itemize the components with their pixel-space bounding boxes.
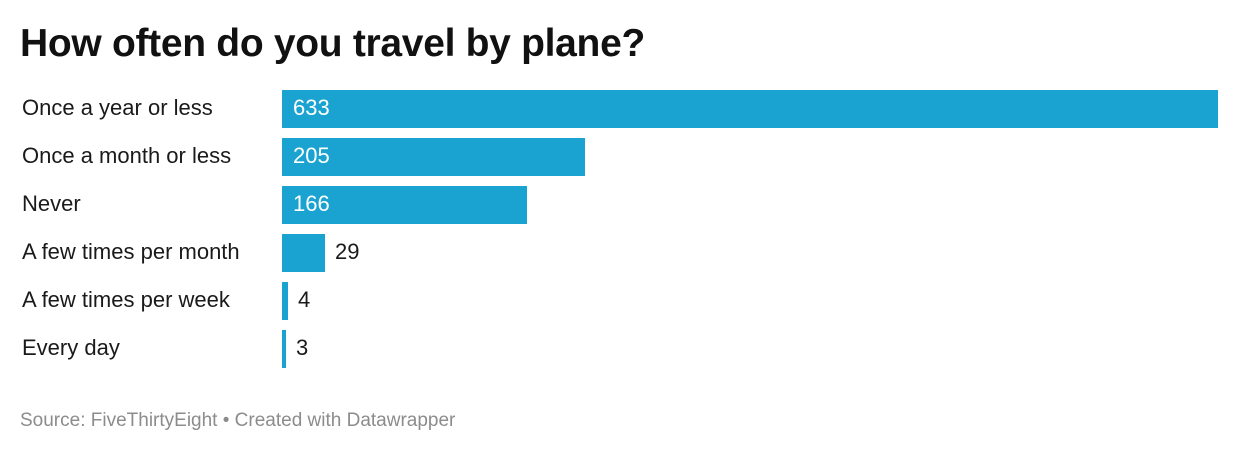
value-label-a-few-times-per-month: 29 — [335, 239, 360, 264]
category-label-never: Never — [22, 191, 81, 216]
chart-source-footer: Source: FiveThirtyEight • Created with D… — [20, 410, 456, 431]
category-label-a-few-times-per-week: A few times per week — [22, 287, 230, 312]
bar-row-a-few-times-per-week: A few times per week 4 — [0, 280, 1240, 320]
bar-once-a-month-or-less — [282, 138, 585, 176]
bar-a-few-times-per-month — [282, 234, 325, 272]
bar-every-day — [282, 330, 286, 368]
category-label-every-day: Every day — [22, 335, 120, 360]
bar-chart: Once a year or less 633 Once a month or le… — [0, 88, 1240, 378]
bar-once-a-year-or-less — [282, 90, 1218, 128]
bar-a-few-times-per-week — [282, 282, 288, 320]
bar-row-once-a-year-or-less: Once a year or less 633 — [0, 88, 1240, 128]
value-label-never: 166 — [293, 191, 330, 216]
value-label-every-day: 3 — [296, 335, 309, 360]
value-label-once-a-year-or-less: 633 — [293, 95, 330, 120]
bar-row-never: Never 166 — [0, 184, 1240, 224]
bar-row-a-few-times-per-month: A few times per month 29 — [0, 232, 1240, 272]
category-label-once-a-year-or-less: Once a year or less — [22, 95, 213, 120]
category-label-a-few-times-per-month: A few times per month — [22, 239, 240, 264]
bar-never — [282, 186, 527, 224]
value-label-a-few-times-per-week: 4 — [298, 287, 311, 312]
value-label-once-a-month-or-less: 205 — [293, 143, 330, 168]
bar-row-once-a-month-or-less: Once a month or less 205 — [0, 136, 1240, 176]
category-label-once-a-month-or-less: Once a month or less — [22, 143, 232, 168]
bar-row-every-day: Every day 3 — [0, 328, 1240, 368]
chart-title: How often do you travel by plane? — [20, 22, 645, 65]
